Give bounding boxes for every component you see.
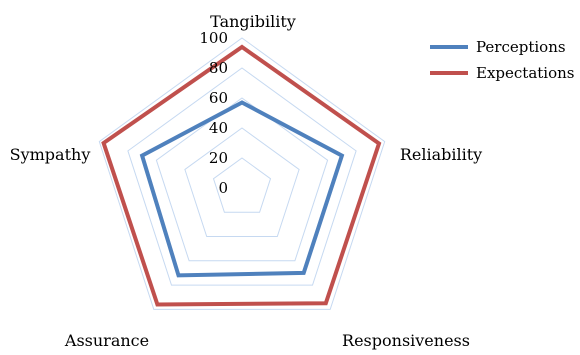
grid-ring-40 (184, 127, 300, 237)
axis-label-reliability: Reliability (400, 145, 482, 164)
axis-labels: Tangibility Reliability Responsiveness Assu… (10, 12, 483, 350)
axis-label-sympathy: Sympathy (10, 145, 91, 164)
series-expectations-line (101, 44, 382, 307)
tick-label-80: 80 (209, 59, 228, 77)
grid (98, 37, 386, 310)
tick-label-20: 20 (209, 149, 228, 167)
grid-ring-80 (127, 67, 357, 286)
grid-ring-100 (98, 37, 386, 310)
tick-label-100: 100 (199, 29, 228, 47)
grid-ring-20 (212, 157, 272, 213)
legend-label-perceptions: Perceptions (476, 38, 566, 56)
series-layer (101, 44, 382, 307)
legend-label-expectations: Expectations (476, 64, 574, 82)
axis-label-responsiveness: Responsiveness (342, 331, 470, 350)
tick-label-60: 60 (209, 89, 228, 107)
grid-ring-60 (155, 97, 329, 262)
axis-label-tangibility: Tangibility (210, 12, 296, 31)
tick-labels: 0 20 40 60 80 100 (199, 29, 228, 197)
tick-label-40: 40 (209, 119, 228, 137)
legend: Perceptions Expectations (430, 38, 574, 82)
tick-label-0: 0 (218, 179, 228, 197)
series-perceptions-line (139, 100, 345, 278)
axis-label-assurance: Assurance (64, 331, 149, 350)
